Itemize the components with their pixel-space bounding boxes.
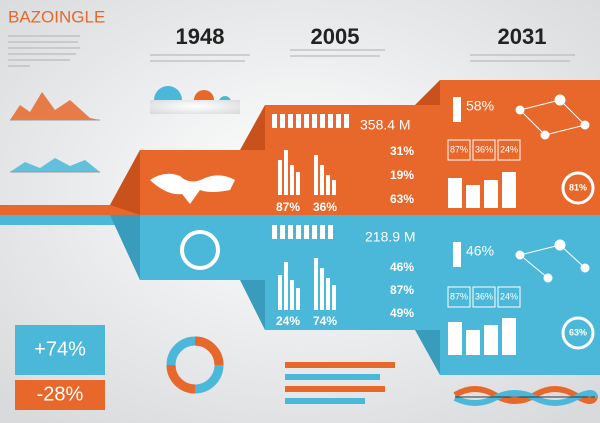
stat: 46% [466,243,494,259]
intro-text [8,35,80,67]
fold [240,105,265,150]
panel-2005-bottom [265,215,440,330]
stat: 81% [569,182,587,192]
stat: 36% [313,200,337,214]
mini-area-chart [10,92,100,120]
wave [453,390,598,406]
network-graph [515,239,590,283]
donut-segment [194,336,224,366]
mini-area-chart [10,158,100,172]
bar-icons [278,258,336,310]
house-bars [448,318,516,355]
person-icon [453,242,461,267]
people-row [272,114,349,128]
stat: 74% [313,314,337,328]
stat: 87% [450,144,468,154]
person-icon [453,97,461,122]
band-blue [0,215,120,225]
stat: 63% [390,192,414,206]
stat: 19% [390,168,414,182]
fold [415,330,440,375]
house-bars [448,172,516,208]
panel-2005-top [265,105,440,215]
stat: 87% [450,291,468,301]
band-orange [0,205,120,215]
bar-icons [278,150,336,195]
decrease-box [15,380,105,410]
stat-boxes [447,286,521,308]
people-row [272,225,333,239]
ring [561,171,595,205]
stat: 31% [390,144,414,158]
fold [110,215,140,280]
donut-segment [166,364,196,394]
increase: +74% [34,338,86,360]
stat: 24% [276,314,300,328]
fold [415,80,440,105]
stat: 87% [276,200,300,214]
fold [110,150,140,215]
decrease: -28% [37,383,84,405]
year-notes [150,49,575,62]
stat-boxes [447,139,521,161]
stat: 87% [390,283,414,297]
increase-box [15,325,105,375]
stat: 46% [390,260,414,274]
title: BAZOINGLE [8,7,105,26]
cycle-icon [180,230,220,270]
bubble-cut [150,100,240,114]
stat: 36% [475,291,493,301]
stat: 24% [500,291,518,301]
year: 2031 [498,24,547,49]
total: 358.4 M [360,117,411,133]
h-bars [285,362,395,404]
stat: 58% [466,98,494,114]
year: 1948 [176,24,225,49]
stat: 49% [390,306,414,320]
stat: 63% [569,327,587,337]
total: 218.9 M [365,229,416,245]
panel-1948-bottom [110,215,265,280]
fold [240,280,265,330]
year: 2005 [311,24,360,49]
world-map [150,173,235,204]
network-graph [515,94,590,140]
ring [561,316,595,350]
stat: 24% [500,144,518,154]
stat: 36% [475,144,493,154]
